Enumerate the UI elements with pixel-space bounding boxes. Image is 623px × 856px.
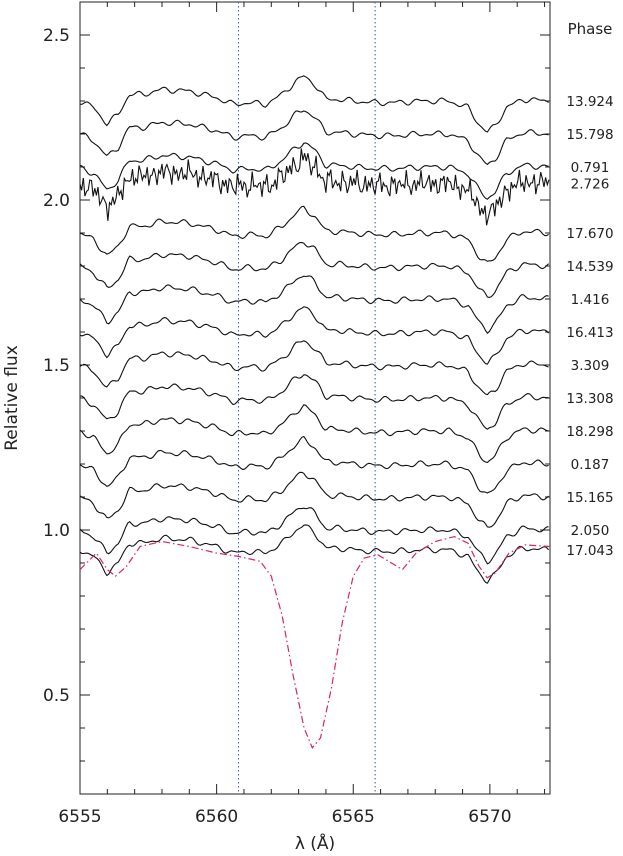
x-tick-labels: 6555 6560 6565 6570 — [58, 807, 511, 827]
phase-label: 1.416 — [571, 292, 610, 308]
model-profile-line — [79, 535, 551, 749]
phase-label: 2.726 — [571, 177, 610, 193]
phase-label: 13.924 — [566, 94, 613, 110]
y-tick-label: 0.5 — [43, 686, 70, 706]
axis-ticks — [79, 1, 550, 795]
spectrum-line — [79, 374, 549, 430]
phase-label: 17.670 — [566, 226, 613, 242]
phase-label: 17.043 — [566, 543, 613, 559]
spectrum-line — [79, 75, 549, 133]
spectrum-line — [79, 241, 549, 298]
model-profile — [79, 535, 551, 749]
x-tick-label: 6565 — [332, 807, 375, 827]
spectrum-line — [79, 148, 550, 226]
phase-label: 18.298 — [566, 424, 613, 440]
phase-label: 0.187 — [571, 457, 610, 473]
x-tick-label: 6570 — [468, 807, 511, 827]
y-tick-label: 2.0 — [43, 191, 70, 211]
spectrum-line — [79, 507, 549, 565]
y-tick-label: 2.5 — [43, 26, 70, 46]
spectrum-line — [79, 471, 549, 528]
y-tick-labels: 0.5 1.0 1.5 2.0 2.5 — [43, 26, 70, 706]
phase-label: 15.165 — [566, 490, 613, 506]
phase-label: 2.050 — [571, 523, 610, 539]
y-tick-label: 1.0 — [43, 521, 70, 541]
phase-label: 16.413 — [566, 325, 613, 341]
phase-label: 14.539 — [566, 259, 613, 275]
spectrum-line — [79, 306, 549, 365]
spectrum-line — [79, 524, 549, 584]
phase-label: 0.791 — [571, 160, 610, 176]
x-axis-title: λ (Å) — [295, 832, 335, 854]
spectrum-line — [79, 435, 549, 494]
spectrum-line — [79, 275, 549, 335]
x-tick-label: 6560 — [195, 807, 238, 827]
phase-label: 3.309 — [571, 358, 610, 374]
reference-vertical-lines — [237, 2, 376, 794]
phase-title: Phase — [568, 20, 613, 38]
y-tick-label: 1.5 — [43, 356, 70, 376]
x-tick-label: 6555 — [58, 807, 101, 827]
spectrum-line — [79, 142, 549, 200]
phase-label: 13.308 — [566, 391, 613, 407]
phase-label: 15.798 — [566, 127, 613, 143]
spectrum-line — [79, 404, 549, 464]
spectrum-line — [79, 110, 549, 166]
spectrum-line — [79, 205, 549, 262]
plot-frame — [79, 1, 551, 795]
spectra-series — [79, 75, 550, 584]
y-axis-title: Relative flux — [2, 345, 22, 451]
spectrum-line — [79, 340, 549, 396]
